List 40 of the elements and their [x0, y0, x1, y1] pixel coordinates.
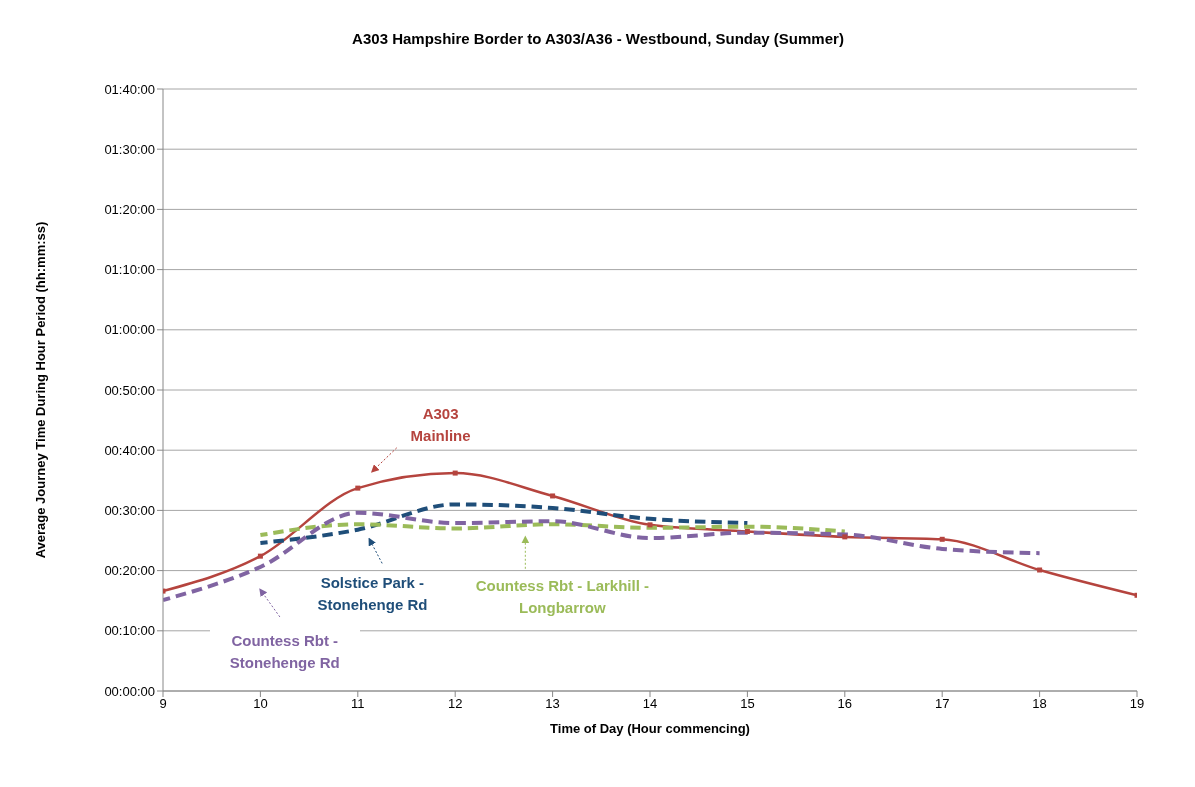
- y-tick-label: 01:30:00: [104, 141, 155, 157]
- x-tick-label: 19: [1129, 696, 1145, 712]
- point: [744, 528, 750, 534]
- legend-label: Solstice Park - Stonehenge Rd: [297, 571, 448, 616]
- x-tick-label: 17: [934, 696, 950, 712]
- x-tick-label: 15: [740, 696, 755, 712]
- y-axis-title: Average Journey Time During Hour Period (hh:mm:ss): [32, 221, 48, 559]
- y-tick-label: 00:30:00: [104, 503, 155, 519]
- y-tick-label: 00:40:00: [104, 442, 155, 458]
- point: [939, 536, 945, 542]
- y-tick-label: 01:00:00: [104, 322, 155, 338]
- x-tick-label: 12: [447, 696, 463, 712]
- x-tick-label: 9: [159, 696, 167, 712]
- point: [452, 470, 458, 476]
- legend-label: Countess Rbt - Larkhill - Longbarrow: [472, 574, 653, 619]
- y-tick-label: 01:20:00: [104, 202, 155, 218]
- point: [842, 534, 848, 540]
- y-tick-label: 01:10:00: [104, 262, 155, 278]
- line-series: [258, 502, 750, 545]
- point: [355, 485, 361, 491]
- x-tick-label: 16: [837, 696, 853, 712]
- x-tick-label: 11: [351, 696, 365, 712]
- y-tick-label: 00:50:00: [104, 382, 155, 398]
- x-tick-label: 13: [545, 696, 560, 712]
- legend-label: Countess Rbt - Stonehenge Rd: [209, 630, 360, 675]
- point: [550, 493, 556, 499]
- point: [1037, 567, 1043, 573]
- x-tick-label: 18: [1032, 696, 1047, 712]
- point: [257, 553, 263, 559]
- y-tick-label: 01:40:00: [104, 81, 155, 97]
- y-tick-label: 00:00:00: [104, 683, 155, 699]
- chart-title: A303 Hampshire Border to A303/A36 - Westbound, Sunday (Summer): [351, 30, 845, 47]
- x-tick-label: 10: [253, 696, 268, 712]
- x-tick-label: 14: [642, 696, 658, 712]
- line-series: [258, 522, 847, 538]
- y-tick-label: 00:20:00: [104, 563, 155, 579]
- x-axis-title: Time of Day (Hour commencing): [550, 721, 750, 736]
- point: [647, 522, 653, 528]
- y-tick-label: 00:10:00: [104, 623, 155, 639]
- series-label: A303 Mainline: [400, 403, 481, 448]
